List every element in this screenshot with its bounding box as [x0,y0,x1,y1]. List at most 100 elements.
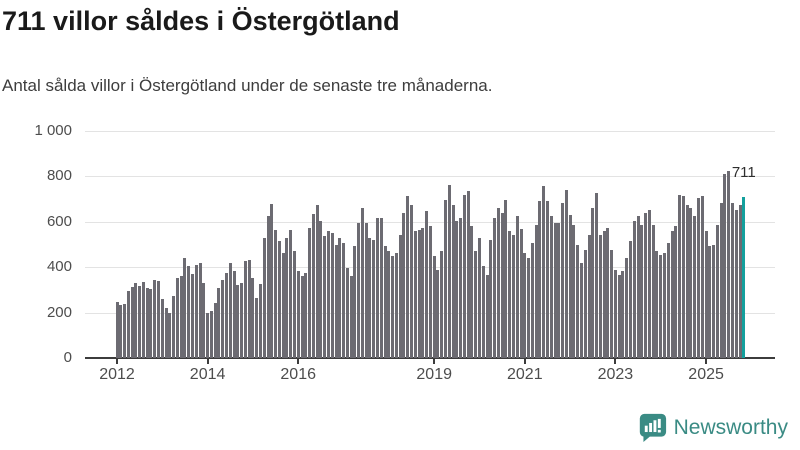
x-axis-tick-label: 2025 [688,366,724,383]
gridline-y-800 [85,176,775,178]
bar [198,262,202,358]
bar [296,271,300,358]
bar [693,216,697,358]
bar [221,279,225,358]
bar [632,221,636,358]
bar [455,221,459,358]
bar [440,251,444,358]
bar [379,217,383,358]
bar [655,251,659,358]
bar [595,192,599,358]
bar [579,262,583,358]
bar [285,237,289,358]
bar [228,262,232,358]
y-axis-tick-label: 0 [63,349,72,366]
bar [330,232,334,358]
bar [357,222,361,358]
bar [436,269,440,358]
bar [474,251,478,358]
bar [206,313,210,358]
bar [209,311,213,358]
x-axis-tick [705,358,708,364]
bar [621,271,625,358]
bar-current-highlight [742,196,746,358]
bar [115,301,119,358]
bar [394,252,398,358]
bar [175,277,179,358]
bar [545,201,549,358]
bar [481,266,485,358]
bar [466,190,470,358]
gridline-y-600 [85,221,775,223]
bar [387,251,391,358]
bar [308,227,312,358]
bar [134,283,138,358]
x-axis-tick [523,358,526,364]
bar [417,229,421,358]
bar [281,252,285,358]
bar [629,241,633,358]
bar [402,212,406,358]
bar [493,217,497,358]
bar [247,259,251,358]
bar [119,304,123,358]
bar [576,244,580,358]
bar [274,229,278,358]
bar [225,272,228,358]
bar [519,228,523,358]
bar [530,242,534,358]
bar [304,272,308,358]
bar [326,231,330,358]
bar [557,222,561,358]
newsworthy-wordmark: Newsworthy [673,415,788,439]
bar-chart-plot-area: 711 [85,131,775,359]
bar [459,217,463,358]
bar [323,236,327,358]
bar [141,282,145,358]
bar [549,216,553,358]
bar [697,197,700,358]
bar [444,199,447,358]
bar [425,211,429,358]
bar [568,214,572,358]
bar [319,221,323,358]
bar [685,204,689,358]
bar [617,274,621,358]
bar [368,237,372,358]
bar [670,231,674,358]
bar [202,282,206,358]
bar [421,227,425,358]
bar [236,284,240,358]
y-axis-tick-label: 1 000 [34,122,72,139]
bar [130,287,134,358]
bar [644,212,648,358]
bar [342,242,346,358]
bar [262,237,266,358]
bar [712,244,716,358]
bar [292,251,296,358]
bar [647,209,651,358]
newsworthy-icon [639,413,666,442]
bar [515,216,519,358]
bar [311,213,315,358]
bar [625,257,629,358]
bar [542,186,546,358]
x-axis-tick [297,358,300,364]
bar [289,229,293,358]
bar [602,231,606,358]
bar [187,266,191,358]
bar [398,234,402,358]
y-axis-tick-label: 800 [46,167,72,185]
bar [704,231,708,358]
bar [345,267,349,358]
bar [243,261,247,358]
bar [553,222,557,358]
bar [561,202,565,358]
bar [334,244,338,358]
bar [277,241,281,358]
bar [663,252,667,358]
bar [485,274,489,358]
bar [164,308,168,358]
bar [138,286,142,358]
